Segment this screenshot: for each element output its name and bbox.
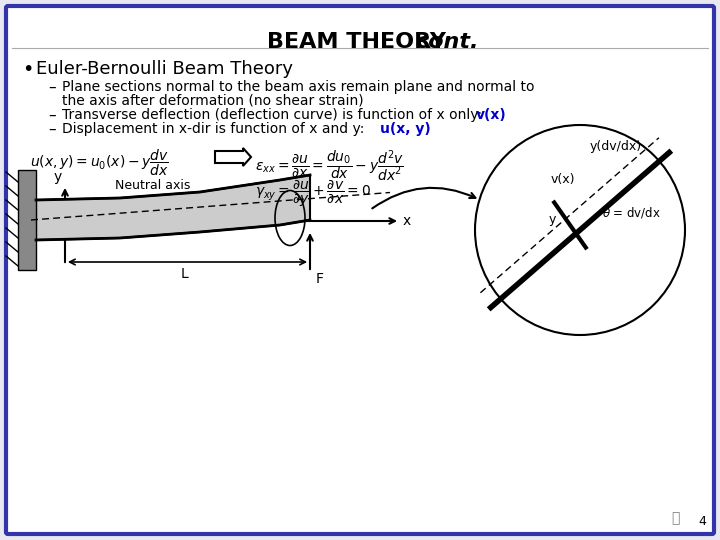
Text: Displacement in x-dir is function of x and y:: Displacement in x-dir is function of x a… [62,122,369,136]
Text: y: y [54,170,62,184]
Text: cont.: cont. [415,32,479,52]
Text: $\gamma_{xy} = \dfrac{\partial u}{\partial y} + \dfrac{\partial v}{\partial x} =: $\gamma_{xy} = \dfrac{\partial u}{\parti… [255,178,371,210]
Circle shape [475,125,685,335]
Text: y(dv/dx): y(dv/dx) [590,140,642,153]
Text: $\theta$ = dv/dx: $\theta$ = dv/dx [602,205,661,219]
Text: 4: 4 [698,515,706,528]
Text: •: • [22,60,33,79]
Polygon shape [36,175,310,240]
Text: v(x): v(x) [476,108,507,122]
Text: BEAM THEORY: BEAM THEORY [266,32,454,52]
Text: v(x): v(x) [551,173,575,186]
Text: Plane sections normal to the beam axis remain plane and normal to: Plane sections normal to the beam axis r… [62,80,534,94]
Text: x: x [403,214,411,228]
Text: –: – [48,122,55,137]
Text: $u(x,y) = u_0(x) - y\dfrac{dv}{dx}$: $u(x,y) = u_0(x) - y\dfrac{dv}{dx}$ [30,148,169,178]
Bar [18,170,36,270]
Text: 🔈: 🔈 [671,511,679,525]
Text: the axis after deformation (no shear strain): the axis after deformation (no shear str… [62,94,364,108]
Text: –: – [48,80,55,95]
Text: $\theta = \dfrac{dv}{dx}$: $\theta = \dfrac{dv}{dx}$ [560,148,605,178]
Text: –: – [48,108,55,123]
Text: F: F [316,272,324,286]
Text: y: y [549,213,556,226]
Text: L: L [181,267,189,281]
Text: Euler-Bernoulli Beam Theory: Euler-Bernoulli Beam Theory [36,60,293,78]
FancyBboxPatch shape [6,6,714,534]
Text: Transverse deflection (deflection curve) is function of x only:: Transverse deflection (deflection curve)… [62,108,487,122]
Text: Neutral axis: Neutral axis [115,179,190,192]
Text: u(x, y): u(x, y) [380,122,431,136]
Text: $\varepsilon_{xx} = \dfrac{\partial u}{\partial x} = \dfrac{du_0}{dx} - y\dfrac{: $\varepsilon_{xx} = \dfrac{\partial u}{\… [255,148,404,183]
FancyArrow shape [215,148,251,166]
